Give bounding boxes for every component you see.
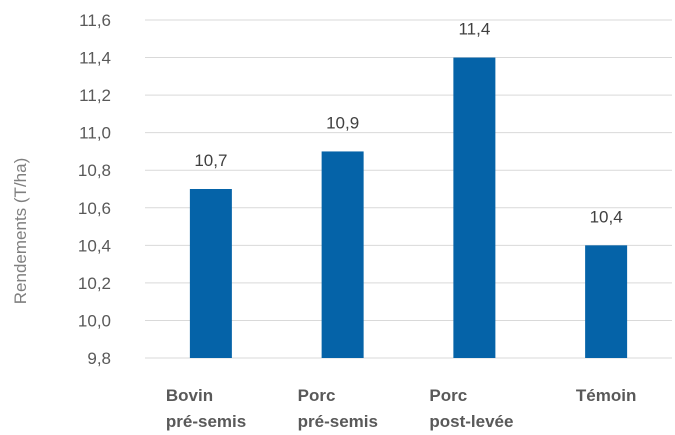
data-label: 10,9 [326,113,359,132]
y-tick-label: 11,4 [79,49,111,68]
bar [189,189,232,358]
data-labels: 10,7 10,9 11,4 10,4 [194,20,622,227]
y-tick-label: 10,0 [78,311,111,330]
x-category-label: Porc pré-semis [298,386,378,431]
bars [189,57,628,359]
data-label: 11,4 [458,20,490,39]
y-tick-label: 10,2 [78,274,111,293]
x-category-label: Témoin [576,386,636,405]
x-category-label: Porc post-levée [429,386,513,431]
y-tick-label: 10,4 [78,236,111,255]
bar [453,57,496,359]
y-tick-label: 10,6 [78,199,111,218]
data-label: 10,7 [194,151,227,170]
y-tick-label: 11,2 [79,86,111,105]
gridlines [145,19,672,359]
bar [321,151,364,358]
bar [585,245,628,358]
y-axis-title: Rendements (T/ha) [11,158,30,304]
y-tick-label: 11,0 [79,124,111,143]
y-axis-ticks: 9,8 10,0 10,2 10,4 10,6 10,8 11,0 11,2 11,4 11,6 [78,11,111,368]
y-tick-label: 10,8 [78,161,111,180]
y-tick-label: 11,6 [79,11,111,30]
x-axis-categories: Bovin pré-semis Porc pré-semis Porc post-levé… [166,386,636,431]
x-category-label: Bovin pré-semis [166,386,246,431]
y-tick-label: 9,8 [87,349,111,368]
data-label: 10,4 [590,207,623,226]
